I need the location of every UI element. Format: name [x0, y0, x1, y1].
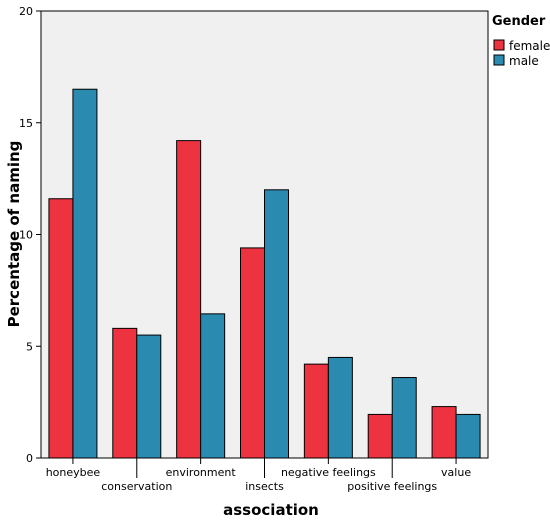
x-tick-label-5: positive feelings: [347, 480, 437, 493]
legend-label-female: female: [509, 39, 550, 53]
y-tick-label-3: 15: [19, 117, 33, 130]
bar-female-6: [431, 406, 457, 459]
bar-male-4: [327, 356, 353, 459]
x-tick-label-2: environment: [166, 466, 237, 479]
x-tick-label-1: conservation: [101, 480, 172, 493]
bar-male-2: [200, 313, 226, 459]
bar-male-1: [136, 334, 162, 459]
bar-male-3: [264, 189, 289, 459]
bar-female-1: [112, 327, 138, 459]
x-tick-label-6: value: [441, 466, 471, 479]
bar-female-2: [176, 140, 202, 459]
bar-male-6: [455, 413, 481, 459]
legend-swatch-male: [493, 54, 505, 66]
x-tick-label-0: honeybee: [46, 466, 101, 479]
bar-female-4: [303, 363, 329, 459]
bar-female-5: [367, 413, 393, 459]
bar-female-3: [240, 247, 265, 459]
y-tick-label-1: 5: [26, 340, 33, 353]
y-tick-label-0: 0: [26, 452, 33, 465]
x-tick-label-4: negative feelings: [281, 466, 376, 479]
bar-female-0: [48, 198, 74, 459]
legend-swatch-female: [493, 39, 505, 51]
y-tick-label-4: 20: [19, 5, 33, 18]
y-axis: 0 5 10 15 20: [19, 5, 41, 465]
y-axis-title: Percentage of naming: [5, 141, 23, 328]
y-tick-label-2: 10: [19, 229, 33, 242]
bar-male-0: [72, 88, 98, 459]
legend-label-male: male: [509, 54, 539, 68]
x-axis-title: association: [223, 501, 319, 519]
x-tick-label-3: insects: [245, 480, 284, 493]
legend-title: Gender: [492, 14, 546, 29]
bar-male-5: [391, 377, 417, 459]
bars-group: [48, 88, 481, 459]
